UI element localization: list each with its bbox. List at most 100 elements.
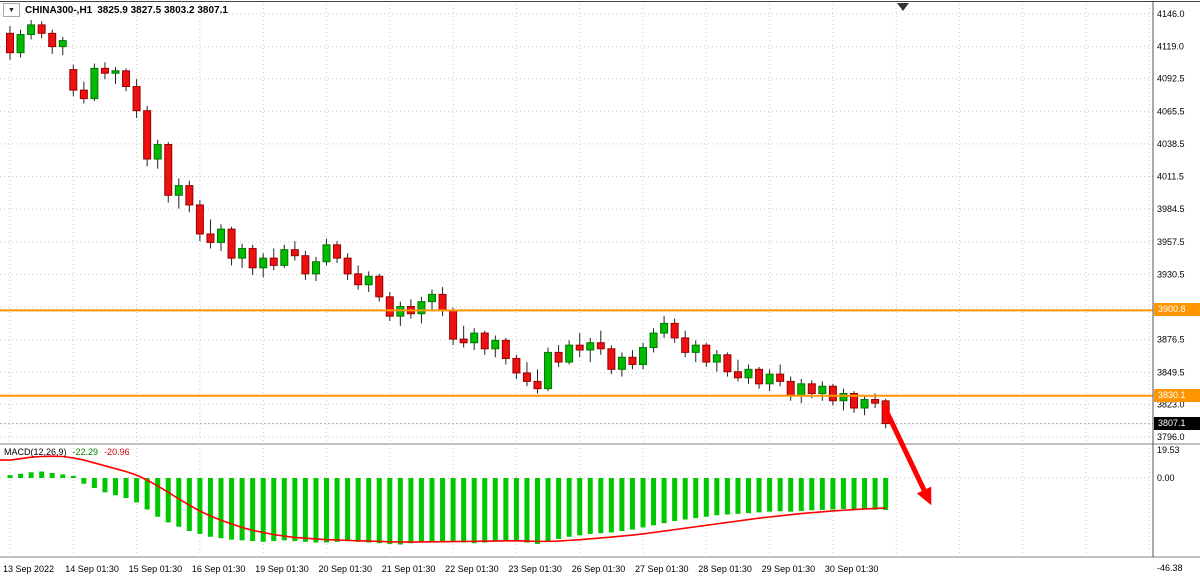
- candle-up: [311, 261, 320, 275]
- hline-price-badge-lower: 3830.1: [1154, 389, 1200, 402]
- macd-histogram-bar: [271, 478, 277, 542]
- chevron-down-icon: ▼: [8, 6, 15, 14]
- macd-histogram-bar: [165, 478, 171, 523]
- macd-histogram-bar: [155, 478, 161, 517]
- trend-arrow-line: [881, 404, 927, 492]
- candle-down: [6, 32, 14, 54]
- macd-histogram-bar: [756, 478, 762, 513]
- candle-down: [828, 385, 837, 402]
- symbol-dropdown-button[interactable]: ▼: [3, 3, 20, 17]
- date-label: 20 Sep 01:30: [319, 564, 373, 574]
- candle-up: [617, 356, 626, 370]
- candle-down: [607, 348, 616, 370]
- macd-histogram-bar: [28, 472, 34, 478]
- candle-up: [797, 383, 806, 397]
- candle-up: [364, 275, 373, 286]
- candle-down: [501, 339, 510, 359]
- macd-histogram-bar: [492, 478, 498, 542]
- candle-up: [712, 354, 721, 363]
- candle-down: [850, 392, 858, 409]
- macd-histogram-bar: [313, 478, 319, 543]
- candle-down: [195, 204, 204, 235]
- macd-histogram-bar: [123, 478, 129, 499]
- macd-histogram-bar: [408, 478, 414, 544]
- candle-down: [227, 228, 236, 259]
- price-tick-label: 4038.5: [1157, 139, 1185, 149]
- candle-up: [744, 368, 753, 379]
- macd-histogram-bar: [830, 478, 836, 510]
- macd-histogram-bar: [81, 478, 87, 484]
- macd-histogram-bar: [735, 478, 741, 514]
- price-tick-label: 3796.0: [1157, 432, 1185, 442]
- macd-histogram-bar: [113, 478, 118, 496]
- candle-up: [691, 344, 700, 353]
- macd-histogram-bar: [482, 478, 488, 543]
- macd-name-label: MACD(12,26,9): [4, 447, 67, 457]
- candle-down: [723, 354, 732, 373]
- candle-down: [628, 356, 637, 365]
- macd-histogram-bar: [7, 475, 13, 478]
- macd-histogram-bar: [387, 478, 393, 544]
- candle-down: [533, 380, 542, 390]
- candle-down: [375, 275, 384, 298]
- price-tick-label: 3930.5: [1157, 269, 1185, 279]
- price-tick-label: 3984.5: [1157, 204, 1185, 214]
- candle-up: [428, 293, 436, 303]
- macd-histogram-bar: [640, 478, 646, 528]
- candle-up: [860, 399, 869, 409]
- candle-down: [69, 69, 78, 91]
- candle-down: [596, 342, 605, 350]
- macd-histogram-bar: [102, 478, 108, 493]
- macd-axis-min-label: -46.38: [1157, 563, 1183, 573]
- trend-arrow-head: [916, 486, 932, 506]
- date-label: 23 Sep 01:30: [508, 564, 562, 574]
- macd-histogram-bar: [883, 478, 889, 510]
- candle-down: [354, 273, 363, 286]
- macd-histogram-bar: [746, 478, 751, 514]
- macd-histogram-bar: [862, 478, 868, 510]
- candle-up: [660, 322, 669, 334]
- chart-shift-marker: [897, 3, 909, 11]
- macd-histogram-bar: [703, 478, 709, 517]
- price-tick-label: 3849.5: [1157, 367, 1185, 377]
- price-tick-label: 4092.5: [1157, 74, 1185, 84]
- candle-down: [807, 383, 816, 394]
- candle-down: [681, 337, 690, 353]
- candle-down: [343, 257, 352, 275]
- macd-histogram-bar: [39, 471, 45, 478]
- price-axis[interactable]: [1154, 2, 1200, 557]
- candle-down: [449, 309, 458, 340]
- candle-up: [544, 351, 553, 390]
- candle-up: [280, 249, 289, 266]
- candle-up: [839, 392, 848, 402]
- candle-down: [37, 24, 46, 34]
- price-tick-label: 4065.5: [1157, 106, 1185, 116]
- macd-histogram-bar: [355, 478, 361, 542]
- macd-histogram-bar: [566, 478, 572, 537]
- macd-histogram-bar: [471, 478, 477, 544]
- macd-histogram-bar: [260, 478, 266, 542]
- date-label: 15 Sep 01:30: [129, 564, 183, 574]
- macd-histogram-bar: [693, 478, 699, 519]
- macd-histogram-bar: [503, 478, 509, 541]
- candle-down: [776, 373, 785, 382]
- macd-histogram-bar: [661, 478, 667, 524]
- symbol-timeframe-label: CHINA300-,H1: [25, 4, 93, 16]
- time-axis[interactable]: [0, 558, 1153, 580]
- macd-histogram-bar: [302, 478, 308, 542]
- candle-up: [765, 373, 774, 385]
- date-label: 22 Sep 01:30: [445, 564, 499, 574]
- candle-down: [459, 338, 468, 344]
- candle-down: [100, 67, 109, 74]
- candle-up: [649, 332, 658, 349]
- date-label: 30 Sep 01:30: [825, 564, 879, 574]
- candle-down: [122, 70, 131, 88]
- candle-down: [185, 185, 194, 206]
- macd-histogram-bar: [49, 472, 55, 478]
- macd-histogram-bar: [587, 478, 593, 534]
- candle-up: [238, 247, 247, 259]
- macd-histogram-bar: [60, 474, 66, 478]
- macd-histogram-bar: [513, 478, 519, 542]
- candle-up: [153, 144, 162, 160]
